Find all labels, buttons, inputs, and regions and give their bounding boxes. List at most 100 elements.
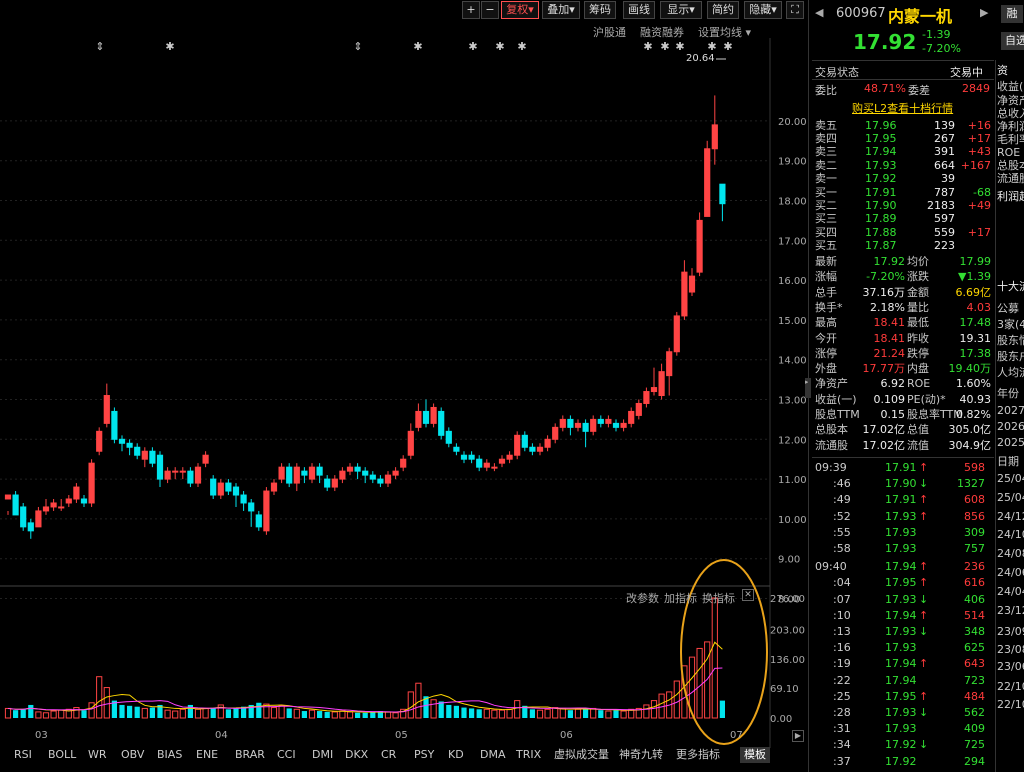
volume-bar-up (179, 708, 186, 719)
quote-value: 40.93 (959, 392, 992, 406)
buy-level-row[interactable]: 买五 17.87 223 (815, 239, 993, 252)
tick-price: 17.95 (885, 576, 917, 590)
indicator-tab[interactable]: BOLL (48, 748, 77, 761)
event-marker: ✱ (468, 40, 477, 53)
zoom-in-button[interactable]: + (462, 1, 480, 19)
sell-level-row[interactable]: 卖二 17.93 664 +167 (815, 159, 993, 172)
level-change: -68 (973, 186, 991, 199)
quote-value: 0.15 (880, 408, 906, 421)
indicator-tab[interactable]: ENE (196, 748, 219, 761)
rong-button[interactable]: 融 (1001, 5, 1023, 23)
finance-item: 24/12 (997, 510, 1024, 523)
level-volume: 787 (934, 186, 955, 199)
fullscreen-icon[interactable]: ⛶ (786, 1, 804, 19)
quote-value: 37.16万 (862, 285, 906, 299)
indicator-tab[interactable]: 更多指标 (676, 748, 720, 761)
volume-bar-up (407, 691, 414, 719)
dropdown-icon: ▾ (771, 3, 777, 16)
indicator-tab[interactable]: 虚拟成交量 (554, 748, 609, 761)
swap-indicator-button[interactable]: 换指标 (702, 592, 735, 605)
level-volume: 139 (934, 119, 955, 132)
indicator-tab[interactable]: OBV (121, 748, 145, 761)
volume-bar-up (35, 711, 42, 719)
draw-line-button[interactable]: 画线 (623, 1, 655, 19)
rzrq-link[interactable]: 融资融券 (640, 26, 684, 39)
candlestick-chart[interactable]: 20.00 19.00 18.00 17.00 16.00 15.00 14.00 13.00… (0, 38, 806, 748)
volume-bar-up (620, 710, 627, 719)
overlay-button[interactable]: 叠加▾ (542, 1, 580, 19)
quote-label: 换手* (815, 300, 843, 314)
simple-button[interactable]: 简约 (707, 1, 739, 19)
indicator-tab[interactable]: RSI (14, 748, 32, 761)
indicator-tab[interactable]: 模板 (740, 747, 770, 763)
volume-bar-up (392, 712, 399, 719)
tick-volume: 484 (964, 689, 985, 703)
buy-level-row[interactable]: 买一 17.91 787 -68 (815, 186, 993, 199)
indicator-tab[interactable]: CR (381, 748, 397, 761)
hgt-link[interactable]: 沪股通 (593, 26, 626, 39)
sell-level-row[interactable]: 卖四 17.95 267 +17 (815, 132, 993, 145)
sell-level-row[interactable]: 卖三 17.94 391 +43 (815, 145, 993, 158)
sell-level-row[interactable]: 卖一 17.92 39 (815, 172, 993, 185)
volume-bar-up (58, 709, 65, 719)
add-watchlist-button[interactable]: 自选 (1001, 32, 1024, 50)
next-stock-icon[interactable]: ▶ (980, 6, 989, 19)
volume-bar-up (164, 709, 171, 719)
indicator-tab[interactable]: DKX (345, 748, 369, 761)
add-indicator-button[interactable]: 加指标 (664, 592, 697, 605)
zoom-out-button[interactable]: − (481, 1, 499, 19)
indicator-tab[interactable]: TRIX (516, 748, 542, 761)
stock-name: 内蒙一机 (888, 7, 953, 26)
buy-level-row[interactable]: 买二 17.90 2183 +49 (815, 199, 993, 212)
chip-button[interactable]: 筹码 (584, 1, 616, 19)
buy-level-row[interactable]: 买四 17.88 559 +17 (815, 226, 993, 239)
volume-bar-down (81, 710, 87, 718)
scroll-right-icon[interactable]: ▶ (792, 730, 804, 742)
tick-time: :22 (833, 673, 851, 687)
indicator-tab[interactable]: 神奇九转 (619, 748, 663, 761)
l2-link[interactable]: 购买L2查看十档行情 (852, 102, 954, 115)
candle-body-up (491, 466, 498, 469)
indicator-tab[interactable]: DMI (312, 748, 334, 761)
tick-price: 17.93 (885, 706, 917, 719)
close-icon[interactable]: ✕ (742, 589, 754, 601)
indicator-tab[interactable]: KD (448, 748, 464, 761)
arrow-up-icon: ↑ (919, 493, 929, 507)
tick-volume: 608 (964, 493, 985, 507)
volume-bar-down (20, 709, 26, 718)
volume-bar-up (666, 691, 673, 719)
indicator-tab[interactable]: DMA (480, 748, 506, 761)
display-button[interactable]: 显示▾ (660, 1, 702, 19)
indicator-tab[interactable]: WR (88, 748, 107, 761)
indicator-tab[interactable]: CCI (277, 748, 296, 761)
volume-bar-down (13, 710, 19, 718)
tick-row: :22 17.94 723 (815, 674, 993, 687)
volume-bar-down (241, 706, 247, 718)
buy-level-row[interactable]: 买三 17.89 597 (815, 212, 993, 225)
candle-body-down (232, 486, 240, 496)
candle-body-up (552, 426, 559, 440)
volume-bar-up (650, 700, 658, 719)
tick-volume: 616 (964, 576, 985, 590)
tick-price: 17.95 (885, 689, 917, 703)
trade-status-label: 交易状态 (815, 66, 859, 79)
quote-label: 总手 (815, 285, 837, 299)
vol-params-button[interactable]: 改参数 (626, 592, 659, 605)
volume-bar-down (149, 707, 155, 718)
indicator-tab[interactable]: BRAR (235, 748, 265, 761)
candle-body-down (12, 494, 19, 516)
max-price-label: 20.64 (686, 53, 715, 64)
indicator-tab[interactable]: BIAS (157, 748, 183, 761)
prev-stock-icon[interactable]: ◀ (815, 6, 824, 19)
ma-settings-link[interactable]: 设置均线 ▾ (698, 24, 751, 40)
tick-row: :28 17.93 ↓ 562 (815, 706, 993, 719)
candle-body-up (536, 446, 544, 452)
vol-ma10-line (7, 667, 723, 713)
sell-level-row[interactable]: 卖五 17.96 139 +16 (815, 119, 993, 132)
hide-button[interactable]: 隐藏▾ (744, 1, 782, 19)
arrow-up-icon: ↑ (919, 608, 929, 622)
finance-item: 2026 (997, 420, 1024, 433)
fuquan-button[interactable]: 复权▾ (501, 1, 539, 19)
indicator-tab[interactable]: PSY (414, 748, 435, 761)
tick-price: 17.91 (885, 493, 917, 507)
